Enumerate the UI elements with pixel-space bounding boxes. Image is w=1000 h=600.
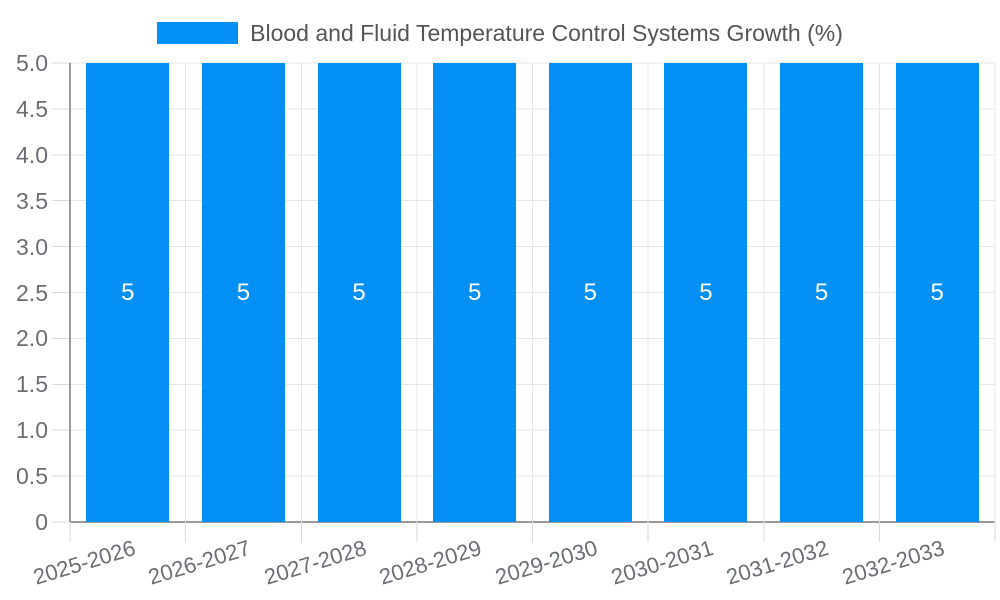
y-tick-label: 3.5 [16, 187, 48, 214]
bar-2029-2030[interactable]: 5 [548, 63, 632, 522]
y-tick-label: 4.5 [16, 95, 48, 122]
bar-2025-2026[interactable]: 5 [86, 63, 170, 522]
y-tick-label: 4.0 [16, 141, 48, 168]
y-tick-label: 3.0 [16, 233, 48, 260]
bar-2030-2031[interactable]: 5 [664, 63, 748, 522]
y-tick-label: 0.5 [16, 463, 48, 490]
bar-2032-2033[interactable]: 5 [895, 63, 979, 522]
y-tick-label: 2.0 [16, 325, 48, 352]
legend[interactable]: Blood and Fluid Temperature Control Syst… [0, 21, 1000, 45]
y-tick-label: 0 [35, 509, 48, 535]
legend-label: Blood and Fluid Temperature Control Syst… [250, 20, 843, 46]
bar-value-label: 5 [583, 278, 597, 306]
bar-value-label: 5 [352, 278, 366, 306]
bar-2031-2032[interactable]: 5 [780, 63, 864, 522]
y-tick-label: 1.5 [16, 371, 48, 398]
bar-value-label: 5 [236, 278, 251, 306]
bar-2028-2029[interactable]: 5 [433, 63, 517, 522]
bar-2027-2028[interactable]: 5 [317, 63, 401, 522]
y-tick-label: 2.5 [16, 279, 48, 306]
bar-value-label: 5 [699, 278, 713, 306]
bar-2026-2027[interactable]: 5 [201, 63, 285, 522]
y-tick-label: 1.0 [16, 417, 48, 444]
bar-value-label: 5 [814, 278, 829, 306]
legend-swatch [157, 22, 239, 44]
y-tick-label: 5.0 [16, 50, 48, 76]
bar-value-label: 5 [468, 278, 482, 306]
bar-value-label: 5 [121, 278, 135, 306]
bar-value-label: 5 [930, 278, 944, 306]
